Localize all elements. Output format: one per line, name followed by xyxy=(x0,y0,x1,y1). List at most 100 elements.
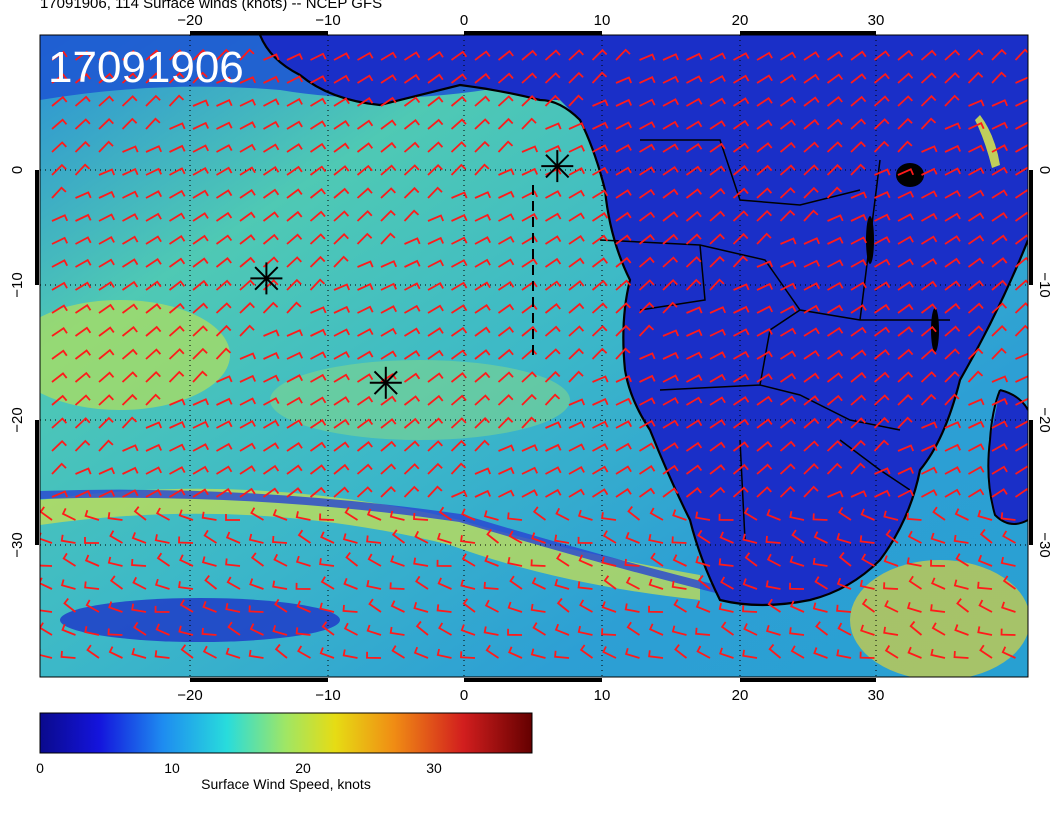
wind-barb xyxy=(921,258,938,268)
wind-barb xyxy=(873,416,890,429)
wind-barb xyxy=(991,257,1008,268)
wind-barb xyxy=(556,597,570,613)
wind-barb xyxy=(873,72,890,84)
wind-barb xyxy=(836,649,852,659)
wind-barb xyxy=(272,535,288,544)
wind-barb xyxy=(601,601,617,613)
lon-tick-bottom-2: −10 xyxy=(315,687,340,700)
wind-barb xyxy=(686,374,703,383)
wind-barb xyxy=(333,119,350,130)
wind-barb xyxy=(263,397,280,406)
wind-barb xyxy=(51,462,67,475)
wind-barb xyxy=(662,329,680,337)
wind-barb xyxy=(225,647,241,659)
wind-barb xyxy=(169,443,186,452)
wind-barb xyxy=(812,602,828,613)
wind-barb xyxy=(873,371,890,383)
wind-barb xyxy=(968,144,985,153)
wind-barb xyxy=(545,212,562,222)
wind-barb xyxy=(719,531,734,544)
wind-barb xyxy=(239,324,255,337)
wind-barb xyxy=(639,143,656,153)
wind-barb xyxy=(779,485,796,498)
wind-barb xyxy=(930,559,946,567)
wind-barb xyxy=(744,552,758,567)
wind-barb xyxy=(554,579,570,590)
wind-barb xyxy=(733,97,750,107)
wind-barb xyxy=(921,167,938,176)
wind-barb xyxy=(239,143,256,153)
wind-barb xyxy=(248,533,264,544)
wind-barb xyxy=(216,76,233,84)
wind-barb xyxy=(944,302,961,314)
wind-barb xyxy=(51,372,68,383)
wind-barb xyxy=(578,554,593,567)
wind-barb xyxy=(697,574,711,590)
wind-barb xyxy=(662,143,679,153)
wind-barb xyxy=(333,233,349,245)
wind-barb xyxy=(639,53,656,61)
wind-barb xyxy=(861,598,876,613)
wind-barb xyxy=(639,76,656,84)
wind-barb xyxy=(380,187,396,199)
wind-barb xyxy=(897,416,913,429)
wind-barb xyxy=(615,302,631,314)
wind-barb xyxy=(239,98,257,107)
wind-barb xyxy=(897,235,914,245)
wind-barb xyxy=(192,325,208,337)
wind-barb xyxy=(248,605,264,613)
wind-barb xyxy=(568,257,585,268)
wind-barb xyxy=(591,257,609,268)
wind-barb xyxy=(920,393,937,406)
wind-barb xyxy=(60,579,76,590)
wind-barb xyxy=(333,210,350,222)
wind-barb xyxy=(75,258,92,268)
wind-barb xyxy=(40,648,53,659)
wind-barb xyxy=(451,214,468,222)
wind-barb xyxy=(568,189,585,199)
southern-low-center xyxy=(60,598,340,642)
wind-barb xyxy=(389,626,405,636)
wind-barb xyxy=(568,348,584,360)
wind-barb xyxy=(803,463,819,475)
wind-barb xyxy=(521,190,539,199)
wind-barb xyxy=(497,95,514,107)
wind-barb xyxy=(768,643,782,659)
wind-barb xyxy=(568,443,586,452)
wind-barb xyxy=(145,117,161,130)
wind-barb xyxy=(320,531,335,544)
wind-barb xyxy=(615,420,632,429)
wind-barb xyxy=(380,74,397,84)
lon-tick-bottom-1: −20 xyxy=(177,687,202,700)
wind-barb xyxy=(51,490,69,498)
wind-barb xyxy=(568,212,585,222)
wind-barb xyxy=(286,441,303,452)
wind-barb xyxy=(380,440,397,452)
wind-barb xyxy=(474,95,491,107)
wind-barb xyxy=(827,490,844,498)
wind-barb xyxy=(98,371,115,383)
wind-barb xyxy=(273,553,288,567)
wind-barb xyxy=(145,235,162,245)
wind-barb xyxy=(592,212,609,222)
wind-barb xyxy=(169,212,186,222)
wind-barb xyxy=(74,439,91,452)
wind-barb xyxy=(484,554,499,567)
wind-barb xyxy=(720,576,734,590)
wind-barb xyxy=(615,143,632,153)
wind-barb xyxy=(920,348,937,360)
wind-barb xyxy=(544,303,561,314)
wind-barb xyxy=(837,622,852,636)
wind-barb xyxy=(74,118,91,130)
wind-barb xyxy=(568,325,585,337)
wind-barb xyxy=(310,75,327,84)
lat-tick-left-1: 0 xyxy=(9,166,26,174)
wind-barb xyxy=(413,512,429,521)
wind-barb xyxy=(579,599,593,613)
wind-barb xyxy=(508,530,523,544)
wind-barb xyxy=(51,281,68,291)
wind-barb xyxy=(438,622,452,636)
wind-barb xyxy=(874,281,891,291)
wind-barb xyxy=(262,464,280,475)
wind-barb xyxy=(389,582,405,590)
